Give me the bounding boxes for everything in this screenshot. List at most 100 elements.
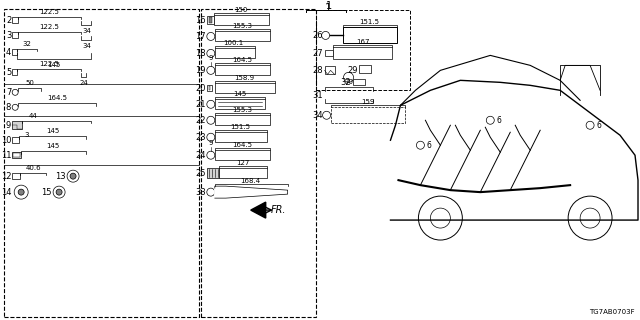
Text: 151.5: 151.5 bbox=[230, 124, 250, 130]
Bar bbox=[214, 15, 269, 26]
Bar bbox=[215, 31, 269, 41]
Text: 33: 33 bbox=[195, 188, 206, 196]
Text: 28: 28 bbox=[312, 66, 323, 75]
Text: 22: 22 bbox=[195, 116, 206, 125]
Text: 159: 159 bbox=[361, 99, 374, 105]
Text: 155.3: 155.3 bbox=[232, 23, 252, 29]
Bar bbox=[316, 11, 410, 90]
Text: 23: 23 bbox=[195, 133, 206, 142]
Circle shape bbox=[207, 66, 215, 74]
Text: 6: 6 bbox=[496, 116, 501, 125]
Circle shape bbox=[70, 173, 76, 179]
Bar bbox=[353, 79, 365, 85]
Bar bbox=[209, 86, 210, 90]
Text: 9: 9 bbox=[209, 140, 213, 146]
Text: 17: 17 bbox=[195, 32, 206, 41]
Text: 100.1: 100.1 bbox=[223, 40, 244, 46]
Bar bbox=[215, 48, 255, 58]
Bar bbox=[12, 18, 18, 23]
Text: 145: 145 bbox=[47, 143, 60, 149]
Bar bbox=[215, 150, 269, 160]
Text: 32: 32 bbox=[22, 41, 31, 47]
Text: 3: 3 bbox=[25, 132, 29, 138]
Text: 164.5: 164.5 bbox=[232, 57, 252, 63]
Text: FR.: FR. bbox=[271, 205, 286, 215]
Text: 145: 145 bbox=[47, 128, 60, 134]
Bar bbox=[215, 115, 269, 125]
Circle shape bbox=[207, 100, 215, 108]
Text: 127: 127 bbox=[236, 160, 250, 166]
Circle shape bbox=[56, 189, 62, 195]
Text: 167: 167 bbox=[356, 39, 369, 45]
Circle shape bbox=[67, 170, 79, 182]
Text: 10: 10 bbox=[1, 136, 11, 145]
Text: TG7AB0703F: TG7AB0703F bbox=[589, 309, 635, 315]
Text: 151.5: 151.5 bbox=[360, 20, 380, 26]
Text: 34: 34 bbox=[83, 28, 92, 35]
Bar bbox=[12, 49, 17, 55]
Circle shape bbox=[430, 208, 451, 228]
Text: 8: 8 bbox=[6, 103, 11, 112]
Polygon shape bbox=[251, 202, 266, 218]
Text: 29: 29 bbox=[347, 66, 358, 75]
Bar bbox=[12, 32, 18, 38]
Text: 9: 9 bbox=[6, 121, 11, 130]
Text: 70: 70 bbox=[344, 79, 353, 85]
Text: 7: 7 bbox=[6, 88, 11, 97]
Text: 6: 6 bbox=[426, 141, 431, 150]
Circle shape bbox=[207, 151, 215, 159]
Text: 25: 25 bbox=[195, 169, 206, 178]
Bar bbox=[12, 121, 22, 129]
Text: 20: 20 bbox=[195, 84, 206, 93]
Text: 3: 3 bbox=[6, 31, 11, 40]
Bar bbox=[207, 168, 219, 178]
Text: 40.6: 40.6 bbox=[26, 165, 41, 171]
Circle shape bbox=[323, 111, 331, 119]
Circle shape bbox=[419, 196, 462, 240]
Text: 34: 34 bbox=[83, 44, 92, 49]
Text: 122.5: 122.5 bbox=[39, 61, 59, 68]
Bar bbox=[215, 83, 275, 93]
Text: 122.5: 122.5 bbox=[39, 10, 59, 15]
Bar bbox=[201, 10, 316, 317]
Bar bbox=[219, 168, 267, 178]
Circle shape bbox=[207, 188, 215, 196]
Text: 26: 26 bbox=[312, 31, 323, 40]
Bar bbox=[12, 152, 21, 158]
Bar bbox=[209, 18, 212, 23]
Circle shape bbox=[14, 185, 28, 199]
Bar bbox=[215, 65, 269, 75]
Text: 31: 31 bbox=[312, 91, 323, 100]
Circle shape bbox=[580, 208, 600, 228]
Text: 1: 1 bbox=[326, 2, 332, 12]
Bar bbox=[207, 85, 212, 91]
Text: 164.5: 164.5 bbox=[232, 142, 252, 148]
Polygon shape bbox=[215, 186, 287, 198]
Text: 11: 11 bbox=[1, 151, 11, 160]
Bar bbox=[13, 153, 20, 157]
Text: 158.9: 158.9 bbox=[235, 75, 255, 81]
Circle shape bbox=[344, 72, 353, 82]
Text: 164.5: 164.5 bbox=[47, 95, 67, 101]
Bar bbox=[331, 107, 406, 123]
Bar bbox=[207, 16, 214, 24]
Text: 44: 44 bbox=[29, 113, 38, 119]
Text: 16: 16 bbox=[195, 16, 206, 25]
Circle shape bbox=[207, 32, 215, 40]
Circle shape bbox=[321, 31, 330, 39]
Bar bbox=[324, 50, 333, 56]
Text: 34: 34 bbox=[312, 111, 323, 120]
Circle shape bbox=[586, 121, 594, 129]
Text: 145: 145 bbox=[233, 91, 246, 97]
Text: 9: 9 bbox=[209, 55, 213, 61]
Circle shape bbox=[486, 116, 494, 124]
Text: 14: 14 bbox=[1, 188, 11, 196]
Circle shape bbox=[568, 196, 612, 240]
Text: 13: 13 bbox=[56, 172, 66, 181]
Circle shape bbox=[12, 104, 18, 110]
Text: 122.5: 122.5 bbox=[39, 24, 59, 30]
Text: 5: 5 bbox=[6, 68, 11, 77]
Bar bbox=[215, 132, 267, 142]
Circle shape bbox=[207, 116, 215, 124]
Circle shape bbox=[12, 89, 18, 95]
